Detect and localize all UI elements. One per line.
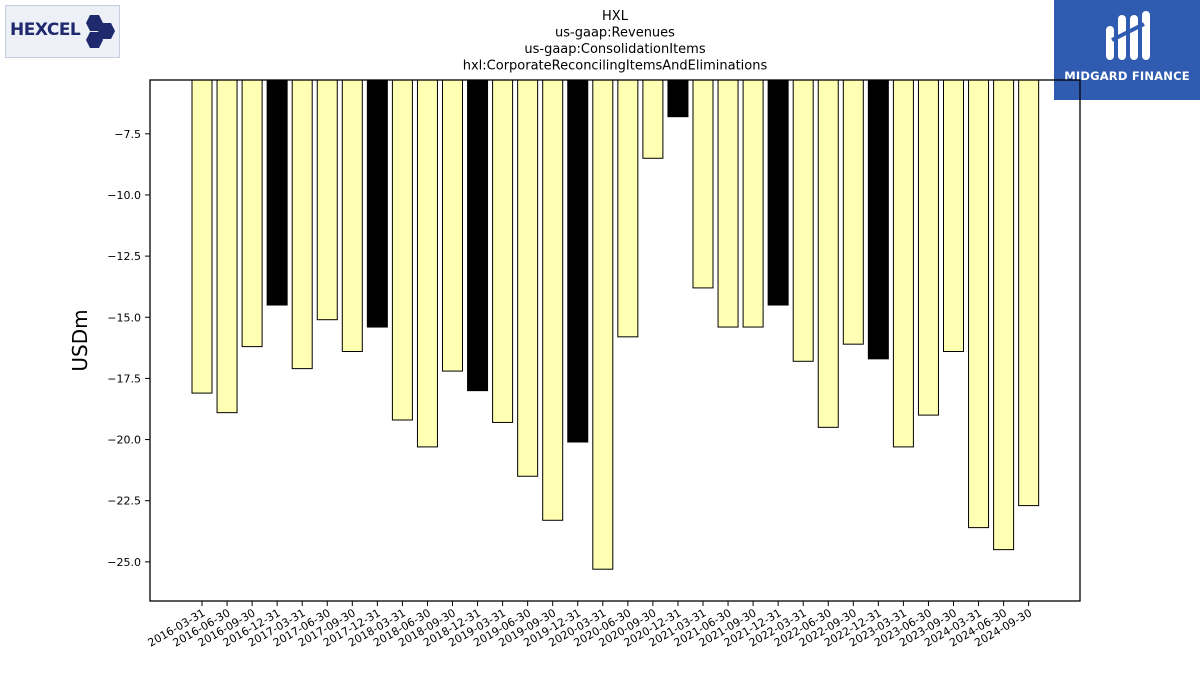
y-tick-label: −17.5 — [107, 372, 141, 385]
chart-axes — [149, 79, 1081, 602]
midgard-logo-text: MIDGARD FINANCE — [1064, 69, 1190, 83]
bar — [416, 79, 438, 448]
midgard-finance-logo: MIDGARD FINANCE — [1054, 0, 1200, 100]
bar — [993, 79, 1015, 551]
hexcel-logo-text: HEXCEL — [10, 20, 81, 40]
bar — [617, 79, 639, 338]
y-tick-label: −25.0 — [107, 556, 141, 569]
bar — [968, 79, 990, 529]
bar — [442, 79, 463, 372]
bar — [717, 79, 739, 328]
chart-title-line: us-gaap:Revenues — [555, 26, 675, 41]
x-axis-ticks: 2016-03-312016-06-302016-09-302016-12-31… — [146, 601, 1034, 650]
bar — [542, 79, 564, 521]
hexcel-hexagon-icon — [86, 15, 115, 48]
y-tick-label: −12.5 — [107, 250, 141, 263]
y-tick-label: −15.0 — [107, 311, 141, 324]
bar — [366, 79, 388, 328]
y-tick-label: −10.0 — [107, 189, 141, 202]
y-tick-label: −22.5 — [107, 495, 141, 508]
bar-series — [191, 79, 1040, 570]
bar — [391, 79, 413, 421]
bar — [642, 79, 664, 159]
bar — [667, 79, 689, 118]
bar — [567, 79, 589, 443]
bar — [692, 79, 714, 289]
bar — [842, 79, 864, 345]
bar — [867, 79, 889, 360]
midgard-mark-icon — [1106, 11, 1150, 60]
y-tick-label: −7.5 — [114, 128, 141, 141]
bar — [316, 79, 338, 321]
y-axis-label: USDm — [68, 309, 92, 371]
bar — [767, 79, 789, 306]
chart-title: HXL us-gaap:Revenuesus-gaap:Consolidation… — [463, 9, 768, 74]
chart-title-line: hxl:CorporateReconcilingItemsAndEliminat… — [463, 59, 768, 74]
bar — [467, 79, 489, 392]
chart-title-line: HXL — [602, 9, 629, 24]
y-axis-ticks: −7.5 −10.0 −12.5 −15.0 −17.5 −20.0 −22.5 −25.0 — [107, 128, 150, 569]
y-tick-label: −20.0 — [107, 434, 141, 447]
bar — [517, 79, 539, 477]
bar — [1018, 79, 1040, 507]
bar — [216, 79, 238, 414]
bar — [492, 79, 514, 423]
bar — [742, 79, 764, 328]
bar — [241, 79, 263, 348]
bar — [817, 79, 839, 428]
plot-frame — [149, 79, 1081, 602]
bar — [792, 79, 814, 362]
bar — [917, 79, 939, 416]
chart-title-line: us-gaap:ConsolidationItems — [524, 42, 705, 57]
bar — [266, 79, 288, 306]
bar — [943, 79, 964, 353]
bar — [892, 79, 914, 448]
bar — [291, 79, 313, 370]
bar — [592, 79, 614, 570]
bar — [191, 79, 213, 394]
hexcel-logo: HEXCEL — [5, 5, 120, 58]
bar — [341, 79, 363, 353]
